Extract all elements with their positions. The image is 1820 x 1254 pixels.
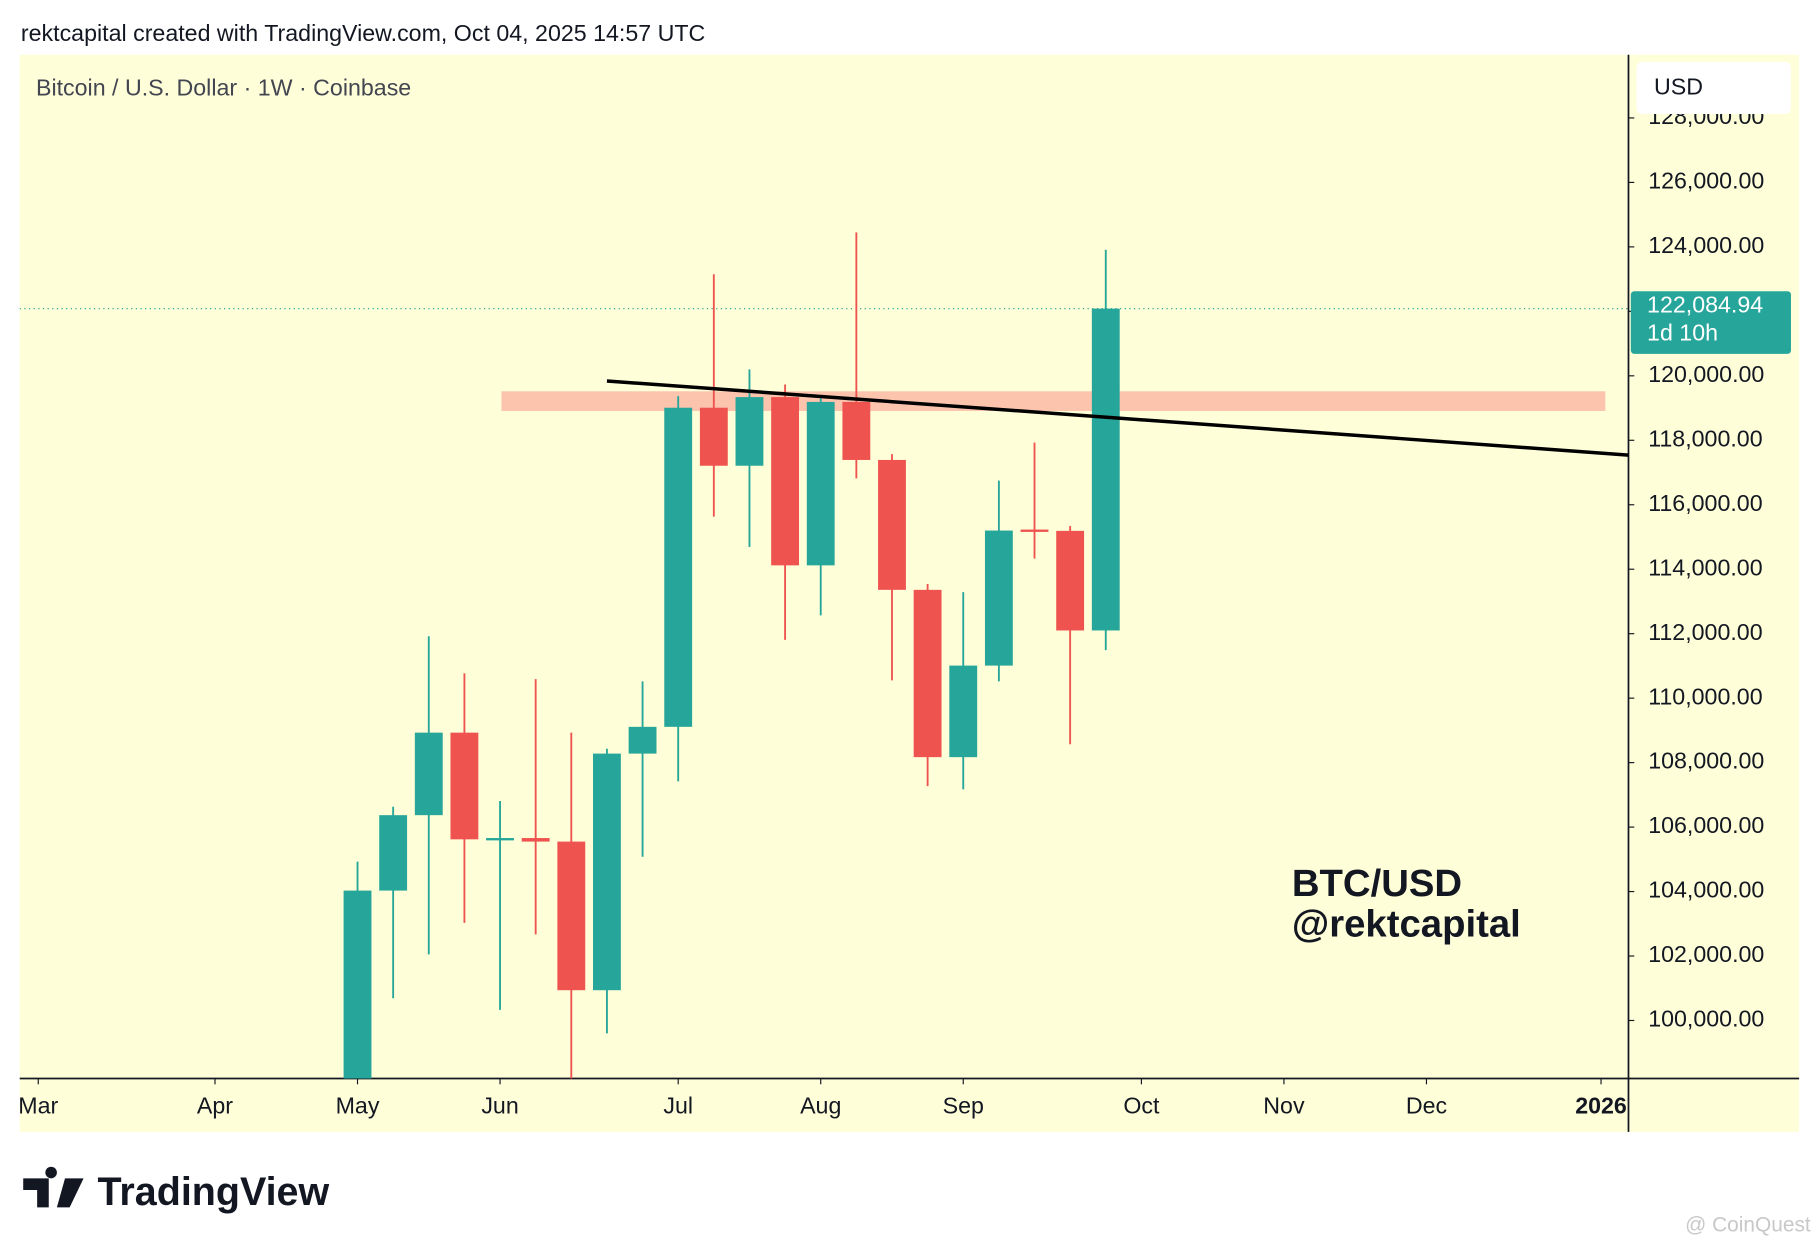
- candle-body: [984, 530, 1013, 666]
- y-tick-label: 106,000.00: [1648, 812, 1764, 838]
- y-tick-label: 118,000.00: [1648, 425, 1762, 451]
- y-tick-label: 126,000.00: [1648, 168, 1764, 194]
- candle-body: [913, 589, 942, 758]
- chart-title: Bitcoin / U.S. Dollar · 1W · Coinbase: [36, 75, 411, 101]
- y-tick-label: 114,000.00: [1648, 554, 1762, 580]
- candle-body: [735, 397, 764, 466]
- x-tick-label: 2026: [1575, 1093, 1627, 1119]
- chart-background: [19, 54, 1800, 1132]
- candle-body: [414, 732, 443, 816]
- candle-body: [593, 753, 621, 991]
- header: rektcapital created with TradingView.com…: [21, 20, 705, 46]
- candle-body: [379, 815, 408, 891]
- last-price-badge: [1630, 291, 1791, 354]
- y-tick-label: 116,000.00: [1648, 490, 1762, 516]
- last-price-label: 122,084.94: [1647, 291, 1763, 317]
- x-tick-label: Oct: [1123, 1093, 1160, 1119]
- candle-body: [699, 407, 728, 466]
- y-tick-label: 108,000.00: [1648, 748, 1764, 774]
- watermark: @ CoinQuest: [1685, 1213, 1811, 1236]
- countdown-label: 1d 10h: [1647, 319, 1718, 345]
- candle-body: [343, 890, 372, 1079]
- x-tick-label: Aug: [800, 1093, 841, 1119]
- candle-body: [557, 841, 586, 991]
- candle-body: [450, 732, 479, 840]
- y-tick-label: 104,000.00: [1648, 877, 1764, 903]
- y-tick-label: 102,000.00: [1648, 941, 1764, 967]
- x-tick-label: Jul: [663, 1093, 693, 1119]
- currency-label[interactable]: USD: [1654, 74, 1703, 100]
- candle-body: [664, 407, 693, 727]
- annotation: BTC/USD: [1292, 862, 1462, 905]
- y-tick-label: 120,000.00: [1648, 361, 1764, 387]
- x-tick-label: Nov: [1263, 1093, 1305, 1119]
- x-tick-label: Mar: [18, 1093, 58, 1119]
- y-tick-label: 100,000.00: [1648, 1006, 1764, 1032]
- y-tick-label: 124,000.00: [1648, 232, 1764, 258]
- tradingview-logo: [23, 1166, 84, 1208]
- candle-body: [628, 726, 657, 754]
- candle-body: [1020, 529, 1049, 532]
- candle-body: [878, 459, 906, 590]
- candle-body: [771, 397, 800, 566]
- candle-body: [486, 838, 514, 841]
- candle-body: [949, 665, 978, 758]
- plot: [19, 232, 1629, 1079]
- y-tick-label: 112,000.00: [1648, 619, 1762, 645]
- x-tick-label: Apr: [197, 1093, 233, 1119]
- y-tick-label: 110,000.00: [1648, 683, 1762, 709]
- axes: 100,000.00 102,000.00 104,000.00 106,000.00…: [18, 103, 1791, 1119]
- candle-body: [806, 401, 835, 566]
- footer-brand: TradingView: [98, 1170, 330, 1214]
- currency-button[interactable]: [1636, 61, 1791, 114]
- candle-body: [1056, 530, 1085, 631]
- candle-body: [842, 401, 871, 460]
- candle-body: [521, 838, 550, 842]
- x-tick-label: May: [336, 1093, 380, 1119]
- x-tick-label: Jun: [481, 1093, 518, 1119]
- trendline: [606, 379, 1629, 457]
- x-tick-label: Dec: [1406, 1093, 1447, 1119]
- candle-body: [1091, 308, 1120, 631]
- annotation: @rektcapital: [1292, 903, 1521, 946]
- x-tick-label: Sep: [943, 1093, 984, 1119]
